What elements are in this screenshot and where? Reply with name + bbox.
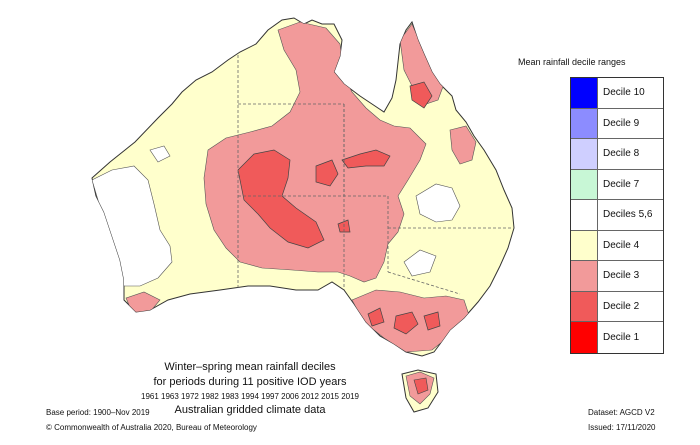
region-deciles-5-6-north bbox=[149, 145, 171, 163]
legend-item: Decile 4 bbox=[571, 230, 663, 261]
legend-swatch bbox=[571, 322, 598, 353]
legend-swatch bbox=[571, 200, 598, 230]
legend-label: Decile 9 bbox=[598, 108, 663, 138]
legend-swatch bbox=[571, 139, 598, 169]
legend: Decile 10 Decile 9 Decile 8 Decile 7 Deciles… bbox=[570, 77, 664, 354]
region-decile-3 bbox=[203, 21, 427, 283]
legend-label: Decile 1 bbox=[598, 322, 663, 353]
legend-label: Decile 4 bbox=[598, 230, 663, 260]
legend-item: Decile 2 bbox=[571, 291, 663, 322]
legend-swatch bbox=[571, 261, 598, 291]
legend-label: Decile 7 bbox=[598, 169, 663, 199]
region-deciles-5-6-central bbox=[403, 249, 437, 277]
legend-item: Decile 9 bbox=[571, 108, 663, 139]
legend-item: Decile 7 bbox=[571, 169, 663, 200]
legend-item: Deciles 5,6 bbox=[571, 200, 663, 231]
caption-years: 1961 1963 1972 1982 1983 1994 1997 2006 … bbox=[141, 392, 359, 401]
legend-item: Decile 1 bbox=[571, 322, 663, 353]
region-decile-3-eastcoast bbox=[449, 125, 477, 165]
legend-swatch bbox=[571, 291, 598, 321]
region-decile-2-north bbox=[315, 159, 339, 187]
legend-item: Decile 10 bbox=[571, 78, 663, 109]
dataset: Dataset: AGCD V2 bbox=[588, 408, 655, 417]
legend-label: Deciles 5,6 bbox=[598, 200, 663, 230]
legend-swatch bbox=[571, 108, 598, 138]
region-decile-2-central bbox=[237, 149, 325, 249]
legend-label: Decile 2 bbox=[598, 291, 663, 321]
caption-subtitle: for periods during 11 positive IOD years bbox=[153, 376, 347, 388]
legend-label: Decile 8 bbox=[598, 139, 663, 169]
caption-dataset-name: Australian gridded climate data bbox=[174, 404, 326, 416]
region-decile-2-northeast bbox=[341, 149, 391, 169]
caption-title: Winter–spring mean rainfall deciles bbox=[164, 361, 336, 373]
tasmania-decile-2 bbox=[413, 377, 429, 395]
state-borders bbox=[237, 40, 512, 300]
legend-swatch bbox=[571, 169, 598, 199]
copyright: © Commonwealth of Australia 2020, Bureau… bbox=[46, 423, 257, 432]
region-decile-2-gulf bbox=[409, 81, 433, 109]
legend-swatch bbox=[571, 230, 598, 260]
legend-label: Decile 3 bbox=[598, 261, 663, 291]
legend-title: Mean rainfall decile ranges bbox=[518, 57, 626, 67]
region-deciles-5-6-east bbox=[415, 183, 461, 223]
legend-item: Decile 3 bbox=[571, 261, 663, 292]
legend-item: Decile 8 bbox=[571, 139, 663, 170]
legend-label: Decile 10 bbox=[598, 78, 663, 108]
legend-swatch bbox=[571, 78, 598, 108]
issued-date: Issued: 17/11/2020 bbox=[588, 423, 656, 432]
region-decile-2-southeast bbox=[367, 307, 441, 335]
base-period: Base period: 1900–Nov 2019 bbox=[46, 408, 150, 417]
